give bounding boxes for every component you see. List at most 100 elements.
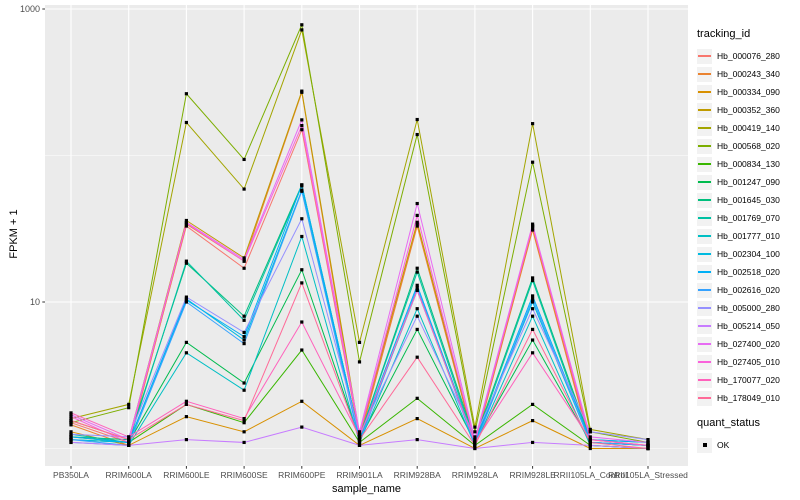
data-point <box>415 327 419 332</box>
data-point <box>242 257 246 262</box>
data-point <box>357 438 362 442</box>
data-point <box>473 438 477 442</box>
legend-key-line <box>698 91 711 93</box>
data-point <box>415 201 419 206</box>
legend-item-label: Hb_002518_020 <box>717 267 780 277</box>
y-tick-label: 10 <box>30 297 40 307</box>
data-point <box>531 294 535 298</box>
legend-item-label: Hb_000352_360 <box>717 105 780 115</box>
data-point <box>127 402 131 406</box>
data-point <box>415 438 419 442</box>
legend-key-line <box>698 235 711 237</box>
legend-item-label: Hb_000419_140 <box>717 123 780 133</box>
data-point <box>69 423 73 427</box>
data-point <box>531 228 535 232</box>
data-point <box>184 415 188 419</box>
data-point <box>531 307 535 311</box>
x-tick-label: RRII105LA_Control <box>553 470 627 480</box>
data-point <box>415 355 419 359</box>
data-point <box>242 335 246 339</box>
x-axis-title: sample_name <box>331 483 402 495</box>
legend-key-swatch-icon <box>697 264 712 280</box>
x-tick-label: RRIM928LA <box>452 470 499 480</box>
data-point <box>531 327 535 332</box>
x-tick-label: RRIM600LE <box>163 470 210 480</box>
data-point <box>242 440 246 445</box>
legend-key-swatch-icon <box>697 372 712 388</box>
legend-item-label: Hb_000243_340 <box>717 69 780 79</box>
data-point <box>357 340 362 344</box>
x-tick-label: PB350LA <box>53 470 89 480</box>
legend: tracking_id Hb_000076_280 Hb_000243_340 Hb… <box>697 28 799 454</box>
x-tick-label: RRIM600LA <box>106 470 153 480</box>
data-point <box>184 218 188 223</box>
data-point <box>531 297 535 301</box>
legend-key-swatch-icon <box>697 120 712 136</box>
legend-item: Hb_001645_030 <box>697 191 799 209</box>
legend-title-quant-status: quant_status <box>697 417 760 429</box>
legend-item: Hb_178049_010 <box>697 389 799 407</box>
legend-key-line <box>698 271 711 273</box>
data-point <box>531 440 535 445</box>
data-point <box>300 234 304 239</box>
data-point <box>415 286 419 290</box>
legend-key-line <box>698 253 711 255</box>
x-tick-label: RRII105LA_Stressed <box>608 470 688 480</box>
data-point <box>300 425 304 429</box>
data-point <box>357 432 362 436</box>
legend-item: Hb_000352_360 <box>697 101 799 119</box>
data-point <box>242 338 246 342</box>
data-point <box>415 288 419 292</box>
data-point <box>415 224 419 228</box>
data-point <box>415 132 419 137</box>
data-point <box>646 440 650 445</box>
data-point <box>415 222 419 226</box>
data-point <box>300 28 304 32</box>
legend-item-label: Hb_001645_030 <box>717 195 780 205</box>
legend-key-swatch-icon <box>697 282 712 298</box>
data-point <box>473 446 477 451</box>
data-point <box>127 440 131 445</box>
legend-item-label: Hb_000334_090 <box>717 87 780 97</box>
data-point <box>357 360 362 364</box>
data-point <box>415 314 419 318</box>
legend-key-line <box>698 73 711 75</box>
data-point <box>300 23 304 27</box>
data-point <box>300 123 304 128</box>
y-axis-title: FPKM + 1 <box>8 209 20 259</box>
data-point <box>531 160 535 164</box>
legend-item: Hb_002304_100 <box>697 245 799 263</box>
legend-key-swatch-icon <box>697 228 712 244</box>
legend-item-label: Hb_001247_090 <box>717 177 780 187</box>
legend-item-label: OK <box>717 440 730 450</box>
legend-key-swatch-icon <box>697 210 712 226</box>
data-point <box>300 118 304 122</box>
data-point <box>127 438 131 442</box>
legend-key-swatch-icon <box>697 318 712 334</box>
data-point <box>646 446 650 451</box>
data-point <box>531 338 535 342</box>
legend-item: Hb_000076_280 <box>697 47 799 65</box>
data-point <box>69 435 73 439</box>
legend-key-swatch-icon <box>697 102 712 118</box>
data-point <box>300 399 304 403</box>
data-point <box>69 419 73 423</box>
legend-item: Hb_000334_090 <box>697 83 799 101</box>
data-point <box>415 396 419 400</box>
legend-items: Hb_000076_280 Hb_000243_340 Hb_000334_090 H… <box>697 47 799 407</box>
legend-item: Hb_002616_020 <box>697 281 799 299</box>
legend-key-swatch-icon <box>697 174 712 190</box>
legend-key-line <box>698 397 711 399</box>
legend-key-swatch-icon <box>697 390 712 406</box>
data-point <box>531 419 535 423</box>
data-point <box>300 268 304 272</box>
data-point <box>300 89 304 93</box>
data-point <box>242 256 246 260</box>
data-point <box>300 320 304 324</box>
legend-key-swatch-icon <box>697 48 712 64</box>
legend-item: Hb_001769_070 <box>697 209 799 227</box>
data-point <box>588 443 592 447</box>
legend-item-label: Hb_170077_020 <box>717 375 780 385</box>
legend-item: Hb_005214_050 <box>697 317 799 335</box>
data-point <box>184 438 188 442</box>
